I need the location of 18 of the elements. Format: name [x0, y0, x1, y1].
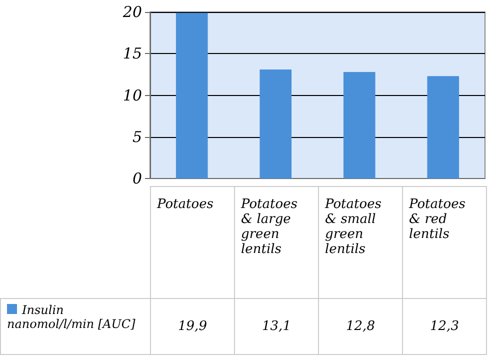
y-tick-label: 0: [132, 170, 142, 188]
bar: [176, 12, 208, 178]
x-tick-label: Potatoes & red lentils: [402, 186, 486, 298]
data-label: 13,1: [234, 298, 318, 354]
y-tick-label: 5: [132, 128, 142, 146]
x-tick-label: Potatoes & large green lentils: [234, 186, 318, 298]
y-tick-label: 15: [122, 44, 142, 63]
data-label: 19,9: [150, 298, 234, 354]
y-tick-label: 20: [122, 3, 142, 21]
x-tick-label: Potatoes: [150, 186, 234, 298]
legend-label: Insulin nanomol/l/min [AUC]: [7, 303, 136, 331]
x-tick-label: Potatoes & small green lentils: [318, 186, 402, 298]
y-tick-label: 10: [122, 86, 142, 104]
bar: [343, 72, 376, 178]
data-label: 12,3: [402, 298, 486, 354]
data-label: 12,8: [318, 298, 402, 354]
bar: [260, 69, 292, 178]
bar: [427, 76, 460, 178]
